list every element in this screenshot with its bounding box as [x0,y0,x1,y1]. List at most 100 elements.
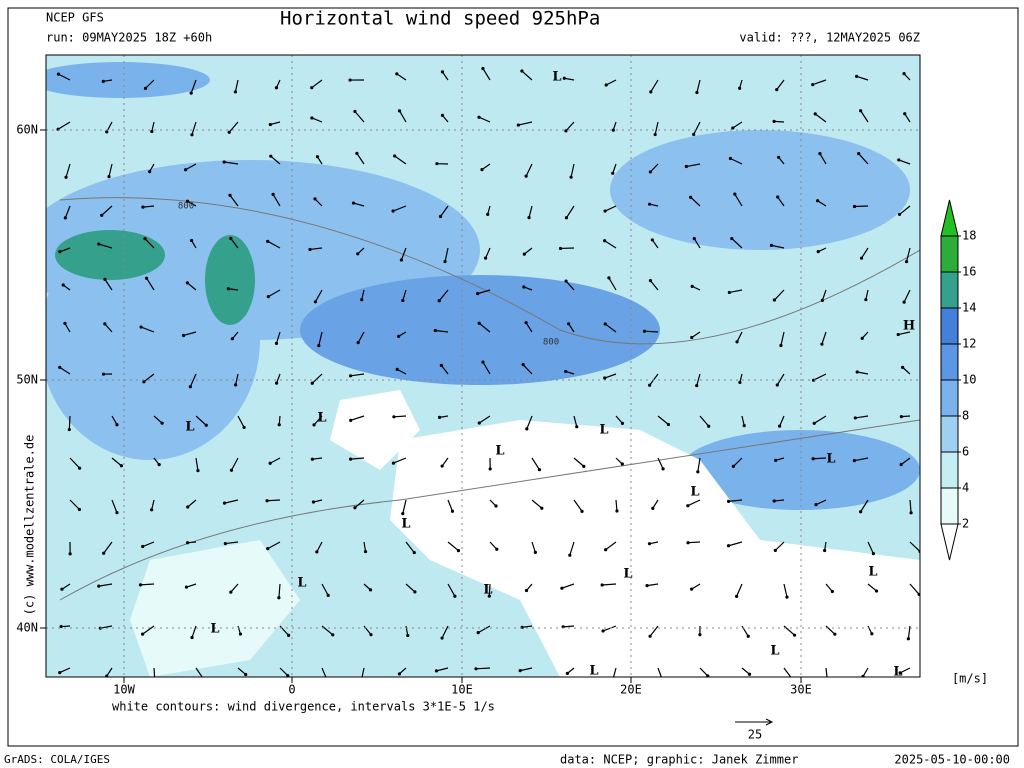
wind-arrow [394,155,407,165]
wind-arrowhead [369,633,373,637]
wind-arrowhead [313,300,317,304]
wind-arrow [651,239,659,249]
wind-arrow [475,667,491,670]
wind-arrowhead [648,279,653,283]
pressure-label: L [210,622,219,637]
wind-arrowhead [266,295,270,299]
wind-arrow [228,121,239,133]
wind-arrow [187,282,197,291]
wind-arrow [649,625,659,637]
wind-arrowhead [58,250,62,254]
wind-arrowhead [852,204,857,209]
wind-arrow [153,415,163,424]
title: Horizontal wind speed 925hPa [280,8,600,30]
wind-arrow [438,289,449,302]
wind-arrowhead [738,380,742,384]
credit: (c) www.modellzentrale.de [23,435,37,616]
wind-arrowhead [859,256,864,260]
pressure-label: L [868,565,877,580]
wind-arrow [111,499,118,513]
wind-arrow [64,205,71,219]
wind-arrow [142,541,155,548]
wind-arrowhead [823,548,827,553]
wind-arrow [191,121,197,135]
wind-arrowhead [148,170,152,174]
wind-arrowhead [524,174,528,178]
wind-arrow [780,331,785,346]
wind-arrow [189,373,197,387]
colorbar-bin [940,379,959,417]
wind-arrow [814,113,827,123]
wind-arrow [771,244,785,249]
wind-arrowhead [642,329,647,333]
wind-arrow [909,541,920,552]
wind-arrow [860,110,869,123]
wind-arrowhead [190,635,194,640]
wind-arrowhead [620,421,625,425]
wind-arrowhead [774,458,778,462]
wind-arrowhead [58,670,62,675]
wind-arrowhead [119,464,123,468]
wind-arrowhead [772,119,776,123]
wind-arrow [686,163,701,168]
wind-arrowhead [477,115,481,119]
wind-zone [46,62,210,98]
wind-arrow [569,541,575,556]
wind-arrowhead [814,503,818,507]
wind-arrow [361,667,365,677]
wind-arrowhead [453,594,457,598]
wind-arrow [145,79,155,89]
wind-arrow [195,415,207,426]
wind-arrow [405,583,416,593]
wind-arrow [731,238,743,249]
wind-arrowhead [115,423,119,427]
wind-arrow [612,163,617,174]
wind-arrowhead [310,116,314,120]
wind-arrow [270,121,281,126]
wind-arrowhead [726,499,731,503]
wind-arrowhead [392,415,396,419]
wind-arrowhead [897,158,901,162]
wind-arrowhead [689,195,693,199]
wind-arrowhead [326,593,330,597]
wind-arrowhead [226,287,230,291]
wind-arrowhead [105,130,109,134]
wind-arrow [858,153,869,165]
run: run: 09MAY2025 18Z +60h [46,31,212,45]
wind-arrow [311,79,323,89]
wind-arrowhead [816,250,820,254]
wind-arrowhead [202,678,205,681]
wind-arrow [568,323,575,333]
wind-arrowhead [153,680,156,683]
wind-arrowhead [97,584,101,588]
wind-arrow [564,77,575,81]
wind-arrowhead [735,340,739,344]
wind-arrow [353,202,365,207]
wind-arrowhead [650,238,654,242]
wind-arrowhead [904,259,909,264]
wind-arrowhead [312,423,316,427]
wind-arrow [522,364,533,375]
wind-arrowhead [769,243,774,247]
wind-arrowhead [575,425,579,429]
wind-arrow [69,457,81,469]
colorbar-bin [940,271,959,309]
wind-arrowhead [181,333,186,338]
wind-arrow [183,331,197,337]
note: white contours: wind divergence, interva… [112,700,495,714]
wind-arrow [741,667,750,675]
wind-arrowhead [830,589,834,594]
wind-arrowhead [906,637,910,641]
wind-arrowhead [772,499,776,503]
wind-arrowhead [412,550,416,555]
lon-label: 30E [790,683,812,697]
wind-arrowhead [747,672,752,676]
wind-arrow [312,457,323,460]
wind-arrowhead [185,199,190,203]
wind-arrowhead [604,83,608,87]
wind-arrowhead [397,672,402,676]
wind-arrow [230,238,239,249]
wind-arrowhead [777,155,781,159]
wind-arrowhead [265,499,269,503]
wind-arrowhead [480,168,484,172]
